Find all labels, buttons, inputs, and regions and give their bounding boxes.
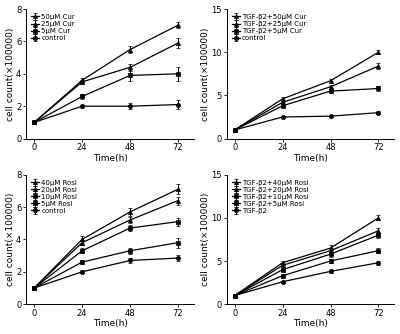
Y-axis label: cell count(×100000): cell count(×100000) xyxy=(201,193,210,286)
Y-axis label: cell count(×100000): cell count(×100000) xyxy=(6,193,14,286)
Y-axis label: cell count(×100000): cell count(×100000) xyxy=(201,27,210,121)
X-axis label: Time(h): Time(h) xyxy=(293,319,328,328)
Legend: 50μM Cur, 25μM Cur, 5μM Cur, control: 50μM Cur, 25μM Cur, 5μM Cur, control xyxy=(30,13,76,42)
X-axis label: Time(h): Time(h) xyxy=(293,154,328,163)
X-axis label: Time(h): Time(h) xyxy=(93,154,128,163)
Legend: TGF-β2+40μM Rosi, TGF-β2+20μM Rosi, TGF-β2+10μM Rosi, TGF-β2+5μM Rosi, TGF-β2: TGF-β2+40μM Rosi, TGF-β2+20μM Rosi, TGF-… xyxy=(230,178,310,215)
Legend: 40μM Rosi, 20μM Rosi, 10μM Rosi, 5μM Rosi, control: 40μM Rosi, 20μM Rosi, 10μM Rosi, 5μM Ros… xyxy=(30,178,79,215)
Y-axis label: cell count(×100000): cell count(×100000) xyxy=(6,27,14,121)
Legend: TGF-β2+50μM Cur, TGF-β2+25μM Cur, TGF-β2+5μM Cur, control: TGF-β2+50μM Cur, TGF-β2+25μM Cur, TGF-β2… xyxy=(230,13,308,42)
X-axis label: Time(h): Time(h) xyxy=(93,319,128,328)
